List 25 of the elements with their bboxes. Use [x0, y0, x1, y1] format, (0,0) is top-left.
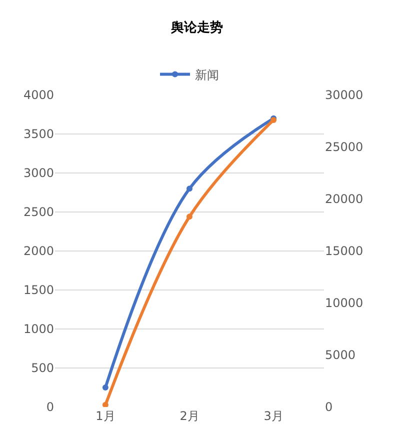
y-tick-label: 500: [31, 361, 54, 376]
point: [102, 384, 108, 390]
point: [186, 186, 192, 192]
y-tick-label: 0: [46, 400, 54, 414]
point: [186, 214, 192, 220]
y-tick-label: 1000: [23, 322, 54, 336]
y-tick-label: 2000: [23, 244, 54, 258]
y2-tick-label: 10000: [325, 296, 364, 310]
x-tick-label: 3月: [264, 409, 284, 423]
point: [102, 402, 108, 407]
y-tick-label: 4000: [23, 88, 54, 102]
x-tick-label: 1月: [96, 409, 116, 423]
y-tick-label: 2500: [23, 205, 54, 220]
legend-label: 新闻: [195, 68, 219, 82]
x-tick-label: 2月: [180, 409, 200, 423]
y2-tick-label: 30000: [325, 88, 364, 102]
y-tick-label: 3000: [23, 166, 54, 180]
chart-title: 舆论走势: [170, 19, 223, 36]
y-tick-label: 1500: [23, 283, 54, 298]
y2-tick-label: 25000: [325, 140, 364, 154]
y-tick-label: 3500: [23, 127, 54, 142]
y2-tick-label: 15000: [325, 244, 364, 258]
y2-tick-label: 20000: [325, 192, 364, 206]
y2-tick-label: 5000: [325, 348, 356, 362]
y2-tick-label: 0: [325, 400, 333, 414]
